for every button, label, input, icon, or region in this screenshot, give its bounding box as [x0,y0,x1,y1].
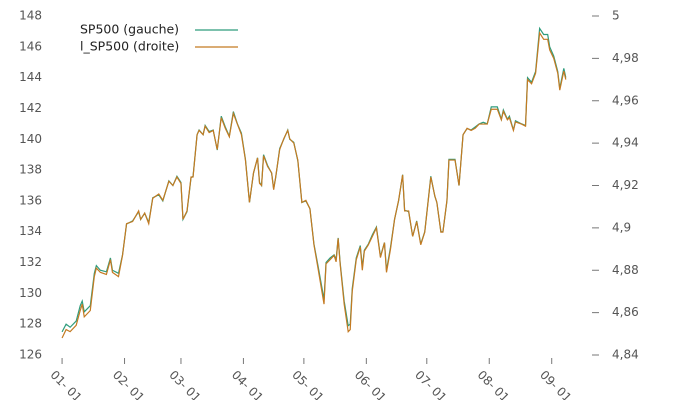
y-tick-label: 126 [19,348,42,362]
y2-tick-label: 4,86 [612,305,639,319]
legend: SP500 (gauche) l_SP500 (droite) [80,22,238,54]
y-tick-label: 134 [19,224,42,238]
y-tick-label: 138 [19,163,42,177]
y-tick-label: 130 [19,286,42,300]
y-tick-label: 142 [19,101,42,115]
y-tick-label: 136 [19,193,42,207]
x-tick-label: 03- 01 [166,368,203,400]
y2-tick-label: 4,84 [612,348,639,362]
y-tick-label: 132 [19,255,42,269]
x-tick-label: 06- 01 [352,368,389,400]
y-tick-label: 148 [19,9,42,23]
series-line [61,31,567,339]
series-line [61,26,567,333]
y2-tick-label: 4,9 [612,220,631,234]
x-tick-label: 05- 01 [289,368,326,400]
y-tick-label: 144 [19,70,42,84]
y-tick-label: 140 [19,132,42,146]
y2-tick-label: 4,88 [612,263,639,277]
legend-label: l_SP500 (droite) [80,39,179,54]
x-tick-label: 01- 01 [47,368,84,400]
y2-tick-label: 4,96 [612,93,639,107]
x-tick-label: 08- 01 [475,368,512,400]
x-tick-label: 09- 01 [537,368,574,400]
x-tick-label: 04- 01 [229,368,266,400]
y-tick-label: 146 [19,39,42,53]
y-tick-label: 128 [19,317,42,331]
x-tick-label: 02- 01 [110,368,147,400]
legend-label: SP500 (gauche) [80,22,179,37]
y2-tick-label: 4,94 [612,136,639,150]
y2-tick-label: 4,98 [612,51,639,65]
y2-tick-label: 4,92 [612,178,639,192]
y2-tick-label: 5 [612,9,620,23]
x-tick-label: 07- 01 [412,368,449,400]
